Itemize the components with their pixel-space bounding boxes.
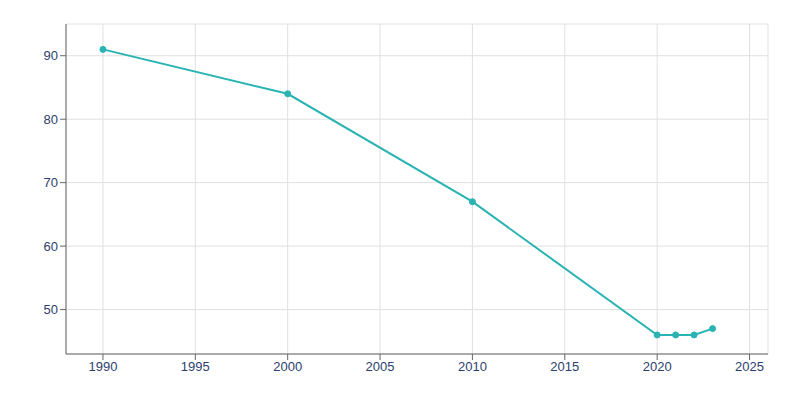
svg-text:90: 90 (44, 48, 58, 63)
svg-text:2025: 2025 (735, 359, 764, 374)
svg-text:50: 50 (44, 302, 58, 317)
svg-text:2010: 2010 (458, 359, 487, 374)
svg-text:2005: 2005 (366, 359, 395, 374)
svg-text:60: 60 (44, 239, 58, 254)
svg-text:2020: 2020 (643, 359, 672, 374)
svg-text:1995: 1995 (181, 359, 210, 374)
svg-text:1990: 1990 (88, 359, 117, 374)
svg-text:2000: 2000 (273, 359, 302, 374)
svg-text:70: 70 (44, 175, 58, 190)
svg-text:2015: 2015 (550, 359, 579, 374)
svg-text:80: 80 (44, 112, 58, 127)
